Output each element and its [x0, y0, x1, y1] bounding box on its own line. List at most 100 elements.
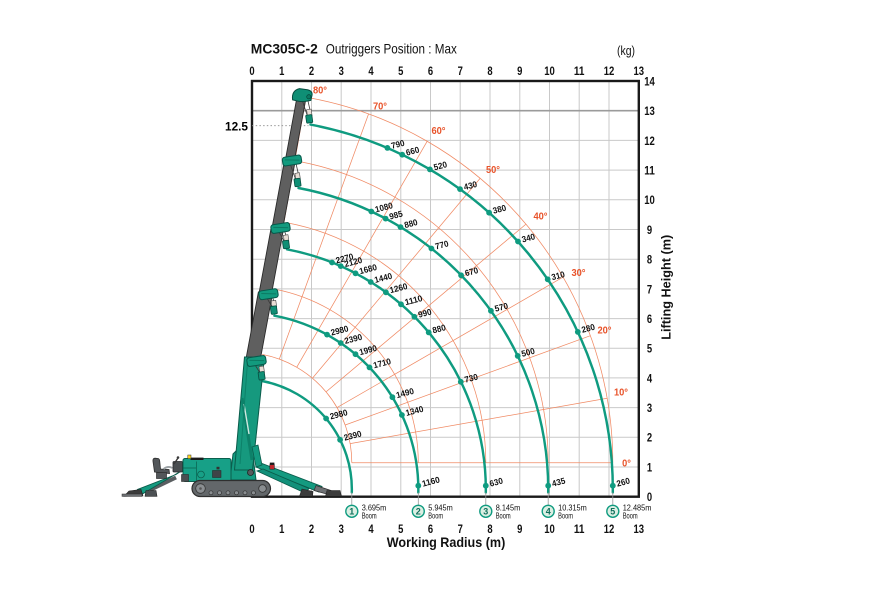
- svg-text:13: 13: [644, 104, 655, 118]
- svg-text:8: 8: [647, 253, 653, 267]
- svg-text:500: 500: [520, 346, 536, 359]
- svg-text:4: 4: [368, 64, 374, 78]
- svg-text:280: 280: [580, 322, 596, 335]
- svg-text:80°: 80°: [313, 85, 327, 97]
- svg-text:13: 13: [634, 64, 645, 78]
- svg-text:790: 790: [390, 138, 406, 151]
- svg-text:(kg): (kg): [617, 43, 635, 58]
- svg-text:990: 990: [417, 307, 433, 320]
- svg-text:2270: 2270: [335, 251, 355, 265]
- svg-text:770: 770: [434, 238, 450, 251]
- svg-text:2: 2: [309, 522, 315, 536]
- svg-text:Boom: Boom: [623, 511, 638, 521]
- svg-text:0: 0: [249, 64, 255, 78]
- svg-text:2: 2: [416, 507, 421, 517]
- svg-text:1: 1: [279, 522, 285, 536]
- svg-text:10.315m: 10.315m: [558, 502, 587, 512]
- svg-text:2980: 2980: [329, 407, 349, 421]
- svg-text:60°: 60°: [431, 125, 445, 137]
- svg-text:10: 10: [544, 522, 555, 536]
- svg-text:6: 6: [647, 312, 653, 326]
- svg-text:340: 340: [521, 231, 537, 244]
- svg-text:1110: 1110: [404, 293, 424, 307]
- svg-text:670: 670: [464, 265, 480, 278]
- svg-text:10°: 10°: [614, 387, 628, 399]
- svg-text:Boom: Boom: [362, 511, 377, 521]
- svg-text:3: 3: [339, 522, 345, 536]
- svg-text:430: 430: [463, 179, 479, 192]
- svg-text:MC305C-2: MC305C-2: [251, 41, 318, 57]
- svg-text:Lifting Height (m): Lifting Height (m): [659, 235, 674, 340]
- svg-text:730: 730: [463, 372, 479, 385]
- svg-text:3: 3: [483, 507, 488, 517]
- svg-text:1260: 1260: [388, 281, 408, 295]
- svg-text:1440: 1440: [373, 271, 393, 285]
- svg-text:1990: 1990: [358, 343, 378, 357]
- svg-text:985: 985: [388, 208, 404, 221]
- svg-text:11: 11: [644, 164, 655, 178]
- svg-text:5: 5: [647, 342, 653, 356]
- svg-text:70°: 70°: [373, 101, 387, 113]
- svg-text:1680: 1680: [358, 262, 378, 276]
- svg-text:30°: 30°: [571, 267, 585, 279]
- svg-text:0: 0: [249, 522, 255, 536]
- svg-text:12: 12: [604, 522, 615, 536]
- svg-text:Working Radius (m): Working Radius (m): [387, 534, 506, 550]
- svg-text:435: 435: [551, 476, 567, 489]
- svg-text:880: 880: [403, 217, 419, 230]
- svg-text:3.695m: 3.695m: [362, 502, 387, 512]
- svg-text:11: 11: [574, 64, 585, 78]
- svg-text:12: 12: [644, 134, 655, 148]
- svg-text:8: 8: [487, 522, 493, 536]
- svg-text:2: 2: [309, 64, 315, 78]
- svg-text:14: 14: [644, 74, 655, 88]
- svg-text:9: 9: [647, 223, 653, 237]
- svg-text:0: 0: [647, 490, 653, 504]
- svg-text:Boom: Boom: [428, 511, 443, 521]
- svg-text:40°: 40°: [533, 210, 547, 222]
- svg-text:Outriggers Position : Max: Outriggers Position : Max: [326, 41, 457, 57]
- svg-text:310: 310: [550, 269, 566, 282]
- svg-text:8: 8: [487, 64, 493, 78]
- svg-text:8.145m: 8.145m: [496, 502, 521, 512]
- svg-text:1080: 1080: [374, 200, 394, 214]
- svg-text:10: 10: [644, 193, 655, 207]
- svg-text:10: 10: [544, 64, 555, 78]
- svg-text:50°: 50°: [486, 164, 500, 176]
- svg-text:4: 4: [546, 507, 552, 517]
- svg-text:5.945m: 5.945m: [428, 502, 453, 512]
- svg-text:260: 260: [615, 476, 631, 489]
- svg-text:1: 1: [349, 507, 354, 517]
- svg-text:1490: 1490: [395, 386, 415, 400]
- svg-text:2390: 2390: [343, 332, 363, 346]
- svg-text:6: 6: [428, 64, 434, 78]
- svg-text:13: 13: [634, 522, 645, 536]
- svg-text:Boom: Boom: [496, 511, 511, 521]
- svg-text:5: 5: [398, 64, 404, 78]
- svg-text:1: 1: [279, 64, 285, 78]
- svg-text:2120: 2120: [343, 255, 363, 269]
- svg-text:5: 5: [610, 507, 615, 517]
- svg-text:630: 630: [488, 476, 504, 489]
- svg-text:Boom: Boom: [558, 511, 573, 521]
- svg-text:1340: 1340: [404, 404, 424, 418]
- svg-text:7: 7: [458, 522, 464, 536]
- svg-text:11: 11: [574, 522, 585, 536]
- svg-text:1710: 1710: [372, 356, 392, 370]
- svg-text:2390: 2390: [343, 429, 363, 443]
- svg-text:12: 12: [604, 64, 615, 78]
- svg-text:9: 9: [517, 522, 523, 536]
- svg-text:7: 7: [647, 282, 653, 296]
- svg-text:1: 1: [647, 460, 653, 474]
- svg-text:12.485m: 12.485m: [623, 502, 652, 512]
- svg-text:660: 660: [405, 145, 421, 158]
- svg-text:6: 6: [428, 522, 434, 536]
- svg-text:570: 570: [493, 301, 509, 314]
- svg-text:5: 5: [398, 522, 404, 536]
- svg-text:380: 380: [492, 203, 508, 216]
- svg-text:7: 7: [458, 64, 464, 78]
- svg-text:3: 3: [339, 64, 345, 78]
- svg-text:520: 520: [432, 159, 448, 172]
- svg-text:12.5: 12.5: [225, 119, 248, 133]
- svg-text:20°: 20°: [597, 325, 611, 337]
